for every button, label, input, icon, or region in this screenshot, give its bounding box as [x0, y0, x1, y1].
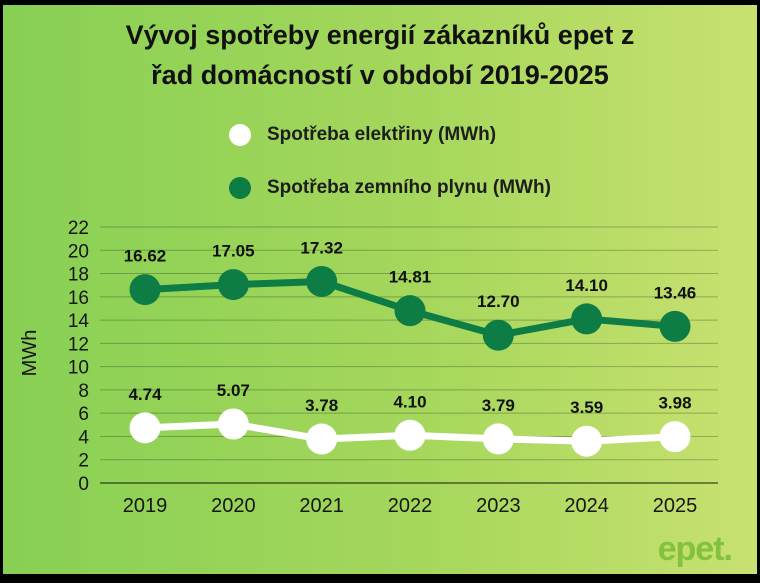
svg-text:13.46: 13.46 — [654, 283, 697, 302]
svg-text:2: 2 — [78, 451, 89, 472]
x-axis-labels: 2019 2020 2021 2022 2023 2024 2025 — [123, 495, 698, 517]
svg-text:14.81: 14.81 — [389, 268, 432, 287]
gas-dot-icon — [229, 177, 251, 199]
svg-text:6: 6 — [78, 404, 89, 425]
y-axis-title: MWh — [19, 330, 41, 377]
svg-text:3.79: 3.79 — [482, 396, 515, 415]
legend-item-gas: Spotřeba zemního plynu (MWh) — [229, 177, 551, 199]
svg-text:4.10: 4.10 — [393, 392, 426, 411]
svg-text:16.62: 16.62 — [124, 247, 167, 266]
page-title-line2: řad domácností v období 2019-2025 — [151, 60, 609, 90]
epet-logo-dot: . — [723, 530, 733, 568]
svg-text:2020: 2020 — [211, 495, 256, 517]
svg-text:8: 8 — [78, 381, 89, 402]
svg-text:17.32: 17.32 — [300, 238, 343, 257]
svg-text:3.98: 3.98 — [658, 394, 691, 413]
chart-series — [129, 265, 691, 457]
svg-text:3.78: 3.78 — [305, 396, 338, 415]
data-point-labels: 4.74 5.07 3.78 4.10 3.79 3.59 3.98 16.62 17.05 17… — [124, 238, 697, 417]
chart-gridlines — [100, 226, 718, 484]
epet-logo-text: epet — [657, 530, 725, 568]
chart-legend: Spotřeba elektřiny (MWh) Spotřeba zemníh… — [229, 124, 551, 199]
svg-text:2019: 2019 — [123, 495, 168, 517]
svg-text:2021: 2021 — [299, 495, 344, 517]
svg-text:18: 18 — [68, 265, 89, 286]
svg-text:12: 12 — [68, 334, 89, 355]
svg-text:2023: 2023 — [476, 495, 521, 517]
svg-text:10: 10 — [68, 358, 89, 379]
svg-text:2025: 2025 — [653, 495, 698, 517]
legend-label-electricity: Spotřeba elektřiny (MWh) — [267, 124, 497, 145]
svg-text:12.70: 12.70 — [477, 292, 520, 311]
page-title-line1: Vývoj spotřeby energií zákazníků epet z — [125, 20, 635, 50]
svg-text:16: 16 — [68, 288, 89, 309]
legend-item-electricity: Spotřeba elektřiny (MWh) — [229, 124, 551, 146]
svg-text:22: 22 — [68, 218, 89, 239]
svg-text:2024: 2024 — [564, 495, 609, 517]
epet-logo: epet. — [658, 532, 733, 566]
svg-text:20: 20 — [68, 241, 89, 262]
svg-text:14: 14 — [68, 311, 90, 332]
svg-text:17.05: 17.05 — [212, 242, 255, 261]
legend-label-gas: Spotřeba zemního plynu (MWh) — [267, 177, 551, 198]
electricity-dot-icon — [229, 124, 251, 146]
page-title: Vývoj spotřeby energií zákazníků epet z … — [3, 15, 757, 95]
svg-text:5.07: 5.07 — [217, 381, 250, 400]
svg-text:4: 4 — [78, 427, 89, 448]
svg-text:3.59: 3.59 — [570, 398, 603, 417]
svg-text:4.74: 4.74 — [128, 385, 162, 404]
svg-text:0: 0 — [78, 474, 89, 495]
svg-text:2022: 2022 — [388, 495, 433, 517]
svg-text:14.10: 14.10 — [565, 276, 608, 295]
